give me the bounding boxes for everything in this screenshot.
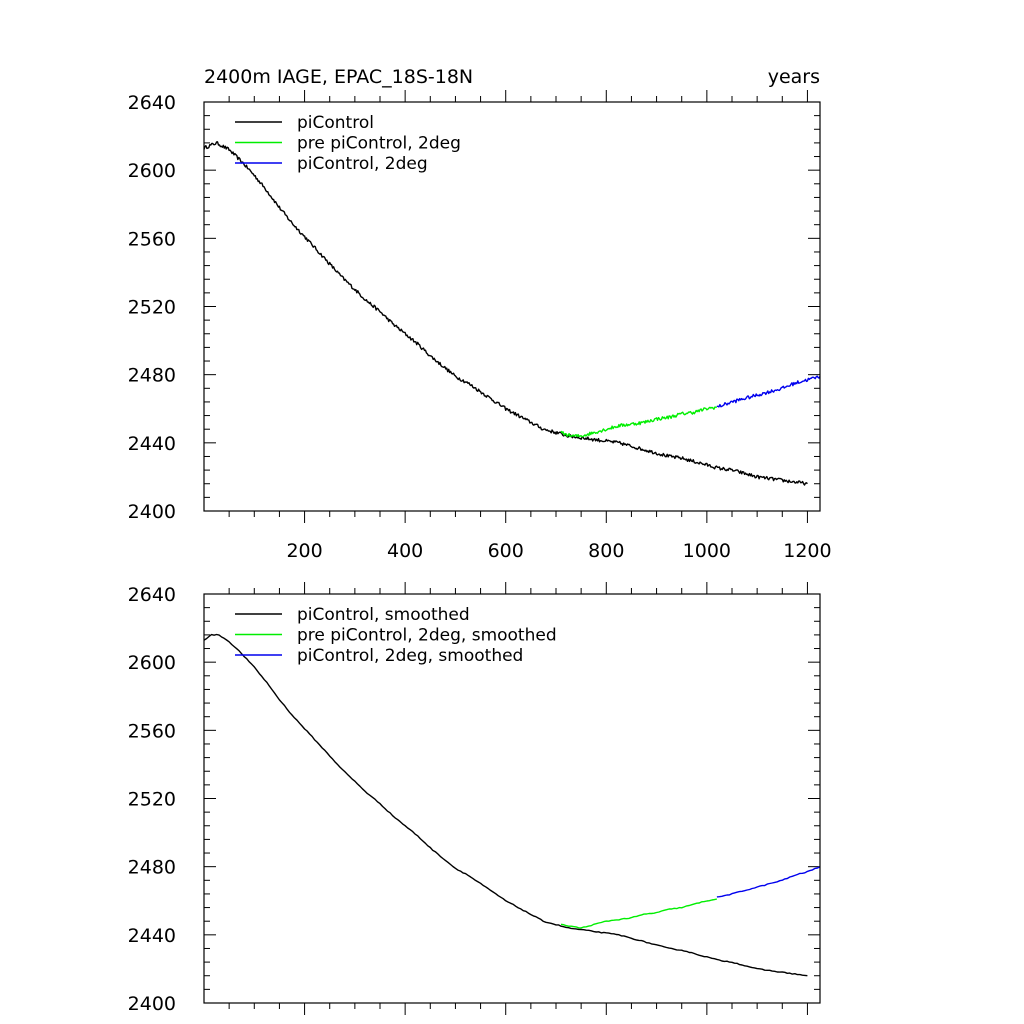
x-units-label: years	[768, 66, 820, 88]
legend-label: piControl	[297, 113, 374, 133]
y-tick-label: 2560	[128, 228, 176, 250]
y-tick-label: 2560	[128, 720, 176, 742]
x-tick-label: 1000	[683, 540, 731, 562]
x-tick-label: 1200	[783, 540, 831, 562]
x-tick-label: 600	[488, 540, 524, 562]
series-line	[560, 406, 718, 438]
series-line	[716, 866, 821, 898]
series-line	[203, 141, 808, 486]
series-line	[560, 898, 718, 929]
plot-frame	[203, 101, 821, 512]
x-tick-label: 200	[286, 540, 322, 562]
legend-label: piControl, smoothed	[297, 605, 470, 625]
bottom-panel: 2400 2440 2480 2520 2560 2600 2640 piControl, …	[128, 582, 821, 1015]
tick-labels: 2400 2440 2480 2520 2560 2600 2640 200 400 600 800…	[128, 92, 832, 562]
legend-label: pre piControl, 2deg, smoothed	[297, 626, 557, 646]
y-tick-label: 2600	[128, 160, 176, 182]
panel-title: 2400m IAGE, EPAC_18S-18N	[204, 66, 473, 88]
series-line	[716, 375, 821, 408]
y-tick-label: 2400	[128, 993, 176, 1015]
series-lines	[203, 633, 821, 977]
y-tick-label: 2480	[128, 857, 176, 879]
y-tick-label: 2440	[128, 925, 176, 947]
tick-marks	[204, 582, 820, 1015]
y-tick-label: 2480	[128, 365, 176, 387]
series-lines	[203, 141, 821, 486]
x-tick-label: 800	[588, 540, 624, 562]
tick-labels: 2400 2440 2480 2520 2560 2600 2640	[128, 584, 176, 1015]
legend-label: piControl, 2deg, smoothed	[297, 646, 523, 666]
x-tick-label: 400	[387, 540, 423, 562]
y-tick-label: 2440	[128, 433, 176, 455]
y-tick-label: 2520	[128, 297, 176, 319]
plot-frame	[203, 593, 821, 1004]
legend-label: pre piControl, 2deg	[297, 134, 461, 154]
y-tick-label: 2400	[128, 501, 176, 523]
y-tick-label: 2640	[128, 92, 176, 114]
series-line	[203, 633, 808, 977]
legend-label: piControl, 2deg	[297, 154, 428, 174]
y-tick-label: 2520	[128, 789, 176, 811]
y-tick-label: 2640	[128, 584, 176, 606]
top-panel: 2400m IAGE, EPAC_18S-18N years 240024402…	[128, 66, 832, 562]
y-tick-label: 2600	[128, 652, 176, 674]
